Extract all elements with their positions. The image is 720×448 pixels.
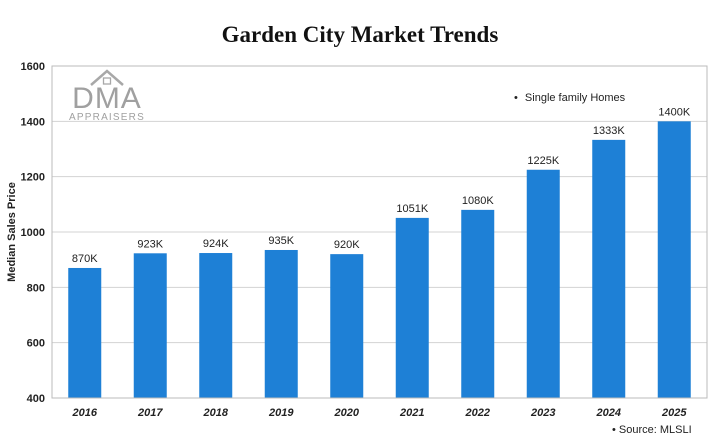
logo-name: DMA <box>72 82 142 115</box>
bar-value-label: 935K <box>268 235 294 247</box>
x-axis-ticks: 2016 2017 2018 2019 2020 2021 2022 2023 2024 2025 <box>72 407 688 419</box>
x-tick-label: 2021 <box>399 407 424 419</box>
bar-2020 <box>330 254 364 398</box>
bar-2016 <box>68 267 102 398</box>
x-tick-label: 2022 <box>465 407 490 419</box>
bar-2022 <box>461 209 495 398</box>
bar-value-label: 1400K <box>658 106 690 118</box>
bar-2019 <box>264 249 298 398</box>
y-axis-label: Median Sales Price <box>6 182 18 282</box>
bar-value-label: 1051K <box>396 203 428 215</box>
y-tick-label: 400 <box>27 393 45 405</box>
bar-value-label: 870K <box>72 253 98 265</box>
bar-labels: 870K 923K 924K 935K 920K 1051K 1080K 1225K 1333K… <box>72 106 691 265</box>
x-tick-label: 2018 <box>203 407 229 419</box>
house-window-icon <box>102 77 112 85</box>
y-axis-ticks: 400 600 800 1000 1200 1400 1600 <box>21 61 45 405</box>
legend-entry: • Single family Homes <box>514 92 626 104</box>
x-tick-label: 2020 <box>334 407 360 419</box>
bar-value-label: 1333K <box>593 125 625 137</box>
bar-value-label: 920K <box>334 239 360 251</box>
logo: DMA APPRAISERS <box>69 69 145 123</box>
bar-2021 <box>395 217 429 398</box>
x-tick-label: 2023 <box>530 407 555 419</box>
bar-value-label: 923K <box>137 238 163 250</box>
bars <box>68 121 691 398</box>
plot-frame <box>51 65 708 399</box>
y-tick-label: 800 <box>27 282 45 294</box>
house-roof-icon <box>90 69 124 86</box>
bar-2024 <box>592 139 626 398</box>
y-tick-label: 1200 <box>21 172 45 184</box>
y-tick-label: 600 <box>27 338 45 350</box>
legend-label: Single family Homes <box>525 92 626 104</box>
x-tick-label: 2019 <box>268 407 294 419</box>
x-tick-label: 2025 <box>661 407 687 419</box>
chart-title: Garden City Market Trends <box>222 22 499 47</box>
logo-subtitle: APPRAISERS <box>69 112 145 123</box>
bar-2023 <box>526 169 560 398</box>
legend-marker: • <box>514 92 518 104</box>
x-tick-label: 2024 <box>596 407 621 419</box>
bar-value-label: 1080K <box>462 195 494 207</box>
bar-value-label: 924K <box>203 238 229 250</box>
y-tick-label: 1600 <box>21 61 45 73</box>
bar-2018 <box>199 253 233 398</box>
x-tick-label: 2017 <box>137 407 163 419</box>
bar-value-label: 1225K <box>527 155 559 167</box>
source-note: • Source: MLSLI <box>612 424 692 436</box>
bar-2017 <box>133 253 167 398</box>
y-tick-label: 1000 <box>21 227 45 239</box>
bar-2025 <box>657 121 691 398</box>
x-tick-label: 2016 <box>72 407 98 419</box>
y-tick-label: 1400 <box>21 116 45 128</box>
